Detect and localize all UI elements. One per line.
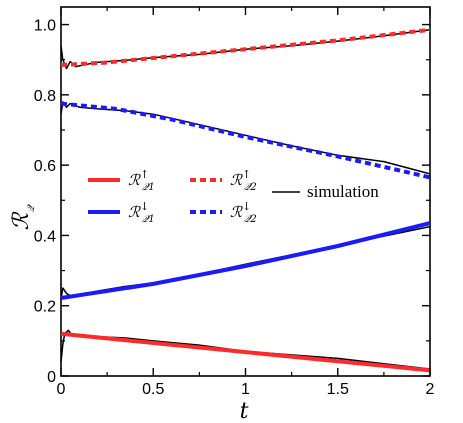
legend-label: ℛ↓ 𝒬2 [230,200,257,225]
series-line-3 [60,221,431,300]
legend-label-simulation: simulation [307,182,379,201]
x-tick-label: 2 [426,381,435,398]
series-line-2 [60,27,431,67]
y-tick-label: 0.8 [34,88,56,105]
y-axis: 0 0.2 0.4 0.6 0.8 1.0 [34,18,430,386]
y-tick-label: 1.0 [34,18,56,35]
y-tick-label: 0 [47,369,56,386]
y-tick-label: 0.4 [34,228,56,245]
legend: ℛ↑ 𝒬1 ℛ↑ 𝒬2 ℛ↓ 𝒬1 ℛ↓ 𝒬2 simulation [88,168,379,225]
series-line-1 [60,331,431,373]
legend-label: ℛ↑ 𝒬2 [230,168,257,193]
svg-text:ℛ𝒬: ℛ𝒬 [9,204,37,231]
legend-label: ℛ↓ 𝒬1 [128,200,155,225]
x-tick-label: 1 [241,381,250,398]
x-tick-label: 0 [57,381,66,398]
simulation-curve-2 [60,101,431,175]
legend-label: ℛ↑ 𝒬1 [128,168,155,193]
y-tick-label: 0.2 [34,299,56,316]
y-axis-label: ℛ𝒬 [9,204,37,231]
x-axis-label: t [240,399,249,423]
series-line-4 [60,101,431,180]
x-axis: 0 0.5 1 1.5 2 [57,7,435,398]
x-tick-label: 1.5 [327,381,349,398]
x-tick-label: 0.5 [142,381,164,398]
y-tick-label: 0.6 [34,158,56,175]
